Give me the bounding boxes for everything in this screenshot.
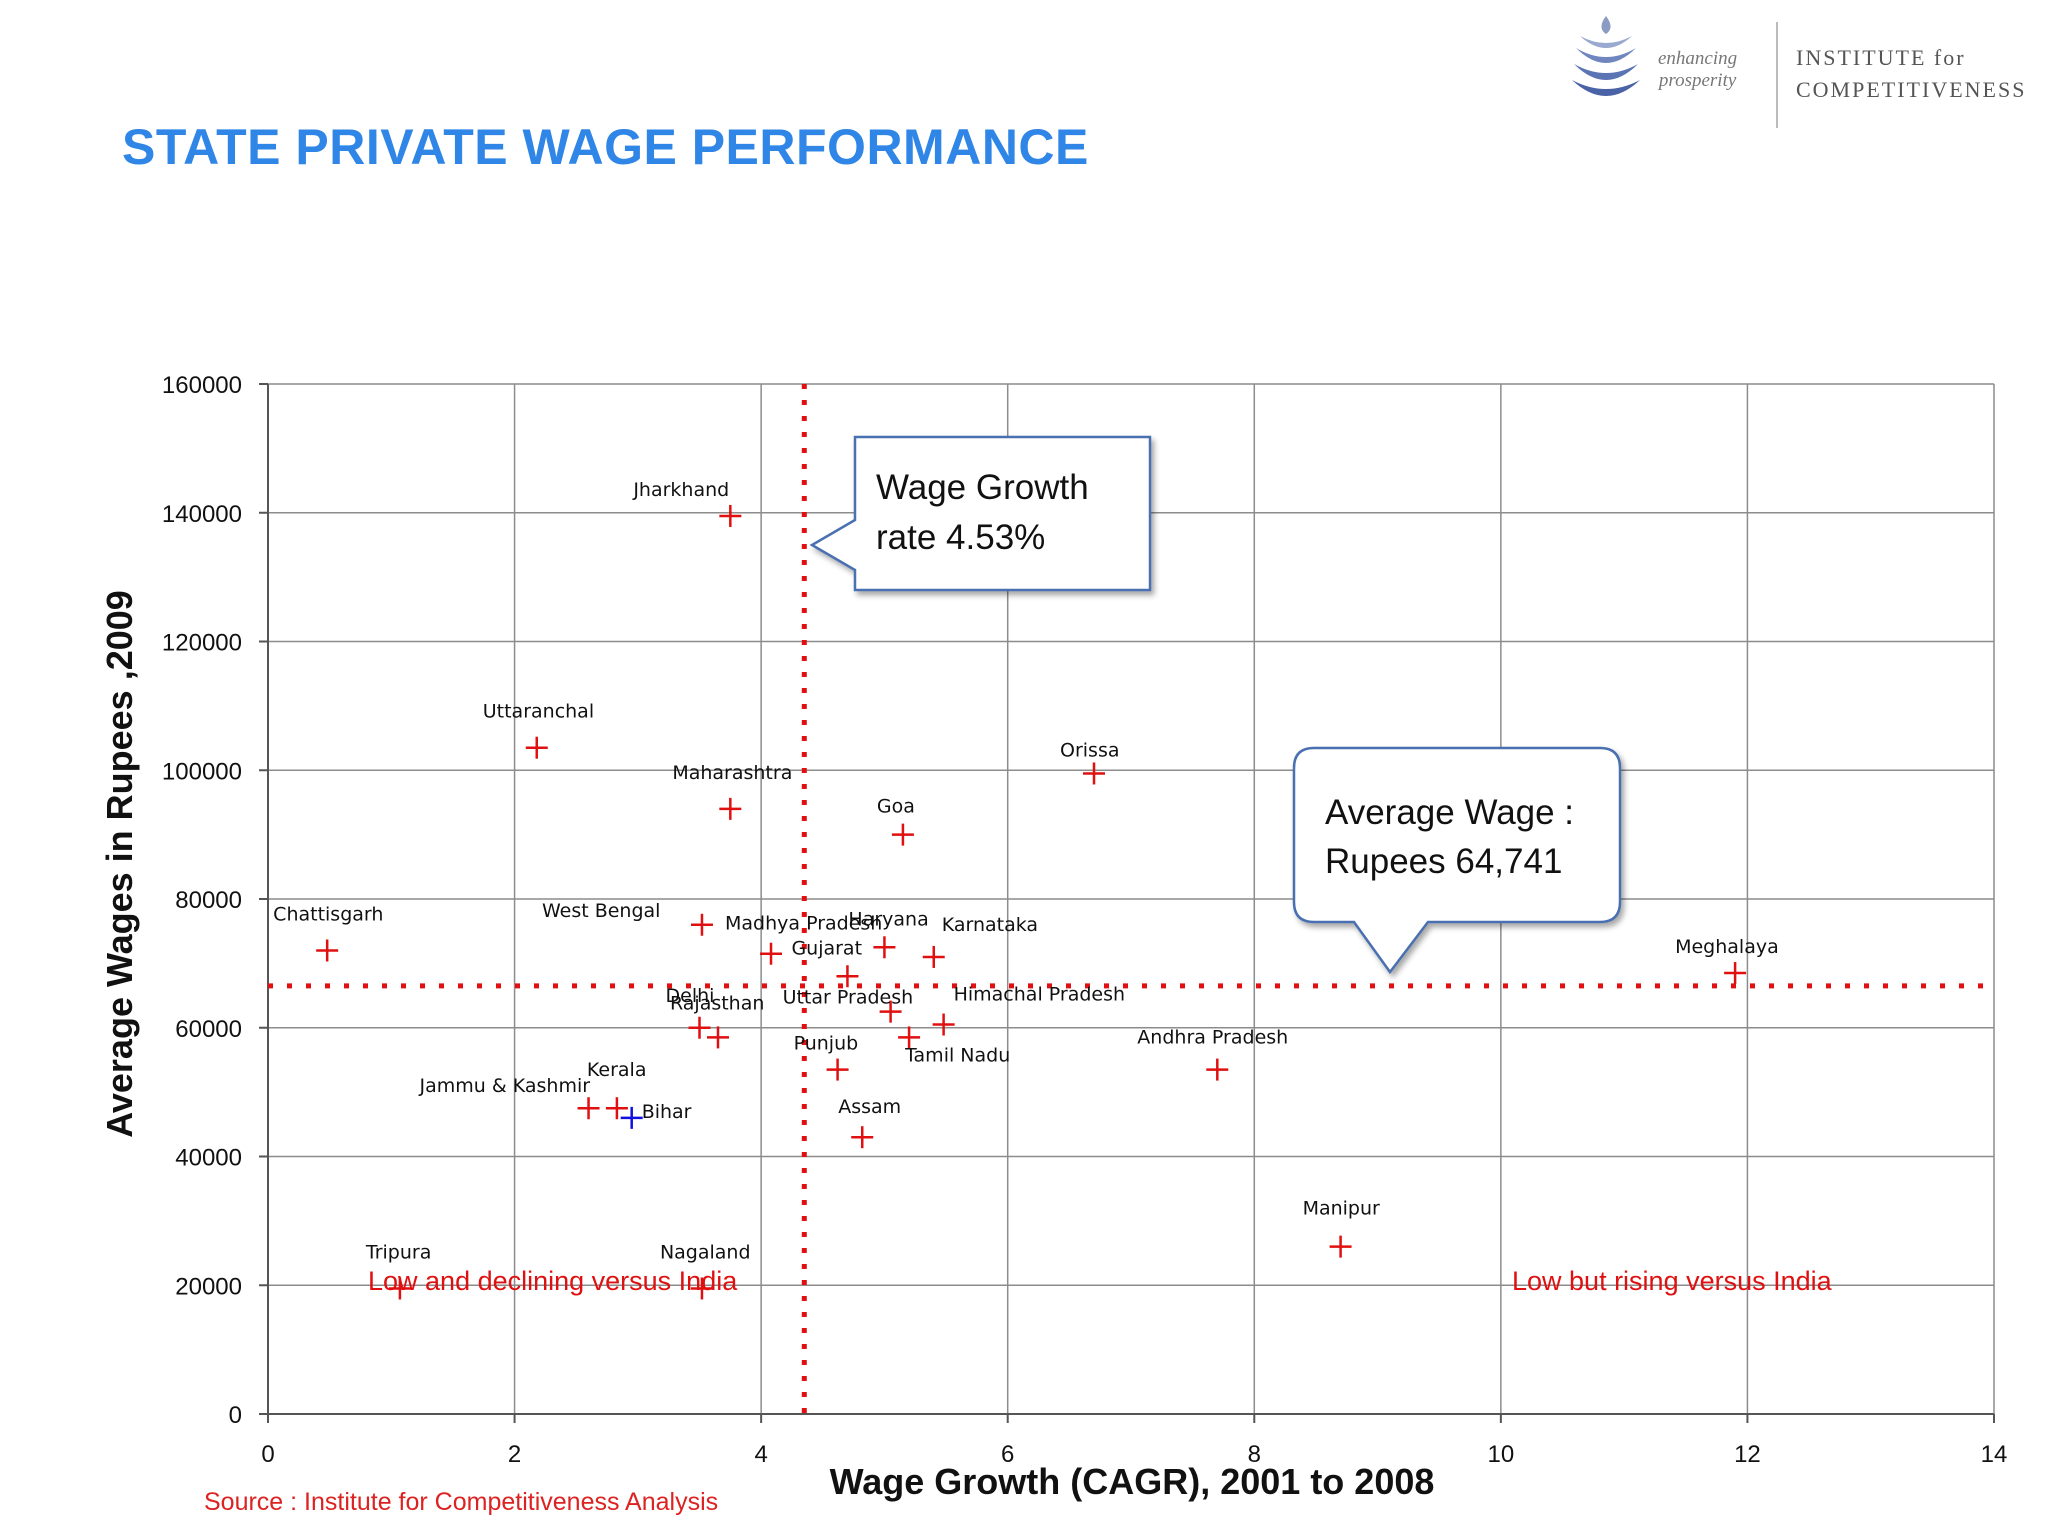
y-axis-label: Average Wages in Rupees ,2009	[99, 590, 140, 1138]
average-wage-callout: Average Wage : Rupees 64,741	[1292, 746, 1622, 975]
x-tick-label: 6	[1001, 1441, 1014, 1468]
point-label: Kerala	[587, 1059, 647, 1081]
wage-growth-callout-line2: rate 4.53%	[876, 518, 1045, 557]
data-point	[851, 1126, 874, 1149]
logo-divider	[1776, 22, 1778, 128]
y-tick-label: 60000	[175, 1016, 242, 1043]
point-label: Orissa	[1060, 739, 1120, 761]
data-point	[688, 1016, 711, 1039]
logo-tagline-line1: enhancing	[1658, 48, 1738, 69]
data-point	[836, 965, 859, 988]
point-label: Meghalaya	[1675, 936, 1779, 958]
low-rising-annotation: Low but rising versus India	[1512, 1266, 1833, 1296]
reference-lines	[268, 384, 1994, 1414]
axis-ticks: 0 2 4 6 8 10 12 14 0 20000 40000 60000 80000 100000 12…	[162, 372, 2007, 1468]
x-axis-label: Wage Growth (CAGR), 2001 to 2008	[830, 1461, 1435, 1502]
data-point	[706, 1026, 729, 1049]
x-tick-label: 12	[1734, 1441, 1761, 1468]
data-point	[826, 1058, 849, 1081]
point-label: Manipur	[1303, 1198, 1380, 1220]
point-label: Tripura	[365, 1241, 431, 1263]
data-point	[525, 736, 548, 759]
point-label: Bihar	[642, 1101, 692, 1123]
point-labels: Jharkhand Uttaranchal Maharashtra Orissa Goa…	[273, 479, 1779, 1264]
wage-growth-callout-line1: Wage Growth	[876, 468, 1089, 507]
logo-emblem-icon	[1572, 16, 1640, 96]
x-tick-label: 10	[1488, 1441, 1515, 1468]
data-point	[1329, 1235, 1352, 1258]
point-label: Punjub	[794, 1033, 859, 1055]
x-tick-label: 8	[1248, 1441, 1261, 1468]
point-label: Maharashtra	[672, 762, 792, 784]
logo-name-line2: COMPETITIVENESS	[1796, 77, 2027, 102]
page-title: STATE PRIVATE WAGE PERFORMANCE	[122, 119, 1089, 175]
data-point	[879, 1000, 902, 1023]
y-tick-label: 120000	[162, 630, 242, 657]
point-label: Uttaranchal	[483, 701, 594, 723]
point-label: Rajasthan	[670, 992, 764, 1014]
point-label: Himachal Pradesh	[954, 984, 1125, 1006]
data-point	[719, 797, 742, 820]
data-point	[1083, 762, 1106, 785]
data-point	[690, 1277, 713, 1300]
y-tick-label: 80000	[175, 887, 242, 914]
data-point	[1206, 1058, 1229, 1081]
low-declining-annotation: Low and declining versus India	[368, 1266, 738, 1296]
data-point	[932, 1013, 955, 1036]
average-wage-callout-line2: Rupees 64,741	[1325, 842, 1562, 881]
data-point	[719, 504, 742, 527]
data-point	[898, 1026, 921, 1049]
x-tick-label: 0	[261, 1441, 274, 1468]
point-label: Uttar Pradesh	[783, 987, 914, 1009]
data-point	[388, 1277, 411, 1300]
source-note: Source : Institute for Competitiveness A…	[204, 1488, 719, 1516]
data-point	[690, 913, 713, 936]
institute-logo: enhancing prosperity INSTITUTE for COMPE…	[1560, 8, 2040, 128]
point-label: Jammu & Kashmir	[419, 1075, 591, 1097]
x-tick-label: 2	[508, 1441, 521, 1468]
point-label: Assam	[838, 1096, 901, 1118]
data-point	[1724, 962, 1747, 985]
point-label: Haryana	[848, 908, 928, 930]
y-tick-label: 20000	[175, 1273, 242, 1300]
y-tick-label: 40000	[175, 1145, 242, 1172]
point-label: Delhi	[666, 985, 715, 1007]
point-label: Nagaland	[660, 1241, 751, 1263]
logo-name-line1: INSTITUTE for	[1796, 45, 1966, 70]
logo-tagline-line2: prosperity	[1658, 70, 1737, 91]
average-wage-callout-line1: Average Wage :	[1325, 793, 1574, 832]
x-tick-label: 4	[754, 1441, 767, 1468]
data-points	[316, 504, 1747, 1300]
point-label: Chattisgarh	[273, 904, 383, 926]
point-label: Andhra Pradesh	[1137, 1027, 1288, 1049]
point-label: West Bengal	[542, 900, 661, 922]
y-tick-label: 160000	[162, 372, 242, 399]
data-point	[577, 1097, 600, 1120]
data-point	[620, 1106, 643, 1129]
data-point	[891, 823, 914, 846]
point-label: Tamil Nadu	[904, 1044, 1010, 1066]
data-point	[760, 942, 783, 965]
data-point	[316, 939, 339, 962]
point-label: Gujarat	[791, 937, 862, 959]
point-label: Madhya Pradesh	[725, 913, 882, 935]
point-label: Jharkhand	[632, 479, 729, 501]
wage-growth-callout: Wage Growth rate 4.53%	[809, 435, 1152, 592]
y-tick-label: 0	[229, 1402, 242, 1429]
y-tick-label: 140000	[162, 501, 242, 528]
data-point	[873, 936, 896, 959]
point-label: Goa	[877, 796, 915, 818]
data-point	[605, 1097, 628, 1120]
y-tick-label: 100000	[162, 758, 242, 785]
x-tick-label: 14	[1981, 1441, 2008, 1468]
point-label: Karnataka	[942, 914, 1038, 936]
data-point	[922, 945, 945, 968]
